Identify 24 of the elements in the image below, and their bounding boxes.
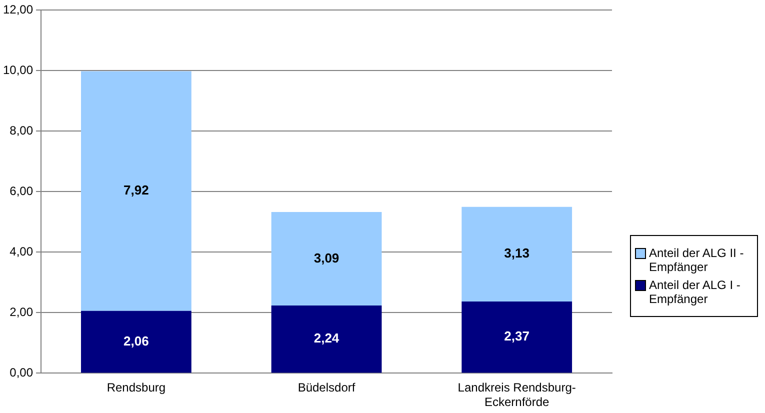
y-tick-label: 6,00 [10,184,34,198]
y-tick-label: 10,00 [3,63,34,78]
x-tick-label: Landkreis Rendsburg-Eckernförde [458,380,576,410]
x-tick-label: Büdelsdorf [298,380,356,395]
data-label: 2,24 [314,330,340,346]
y-tick-label: 8,00 [10,124,34,138]
legend-label: Anteil der ALG II - Empfänger [649,246,745,274]
bar [271,212,382,306]
bar [271,305,382,373]
y-tick-label: 2,00 [10,305,34,320]
data-label: 2,37 [504,328,530,344]
bar [462,302,572,373]
x-tick-label: Rendsburg [106,380,166,395]
bar [80,310,192,373]
y-tick-label: 4,00 [10,244,34,259]
y-tick-label: 0,00 [10,366,34,380]
bar [462,206,572,302]
data-label: 3,09 [314,250,340,266]
data-label: 7,92 [124,182,149,198]
data-label: 3,13 [504,246,530,261]
y-tick-label: 12,00 [3,2,34,17]
legend-label: Anteil der ALG I - Empfänger [649,278,742,306]
data-label: 2,06 [124,333,149,348]
bar [80,71,192,311]
